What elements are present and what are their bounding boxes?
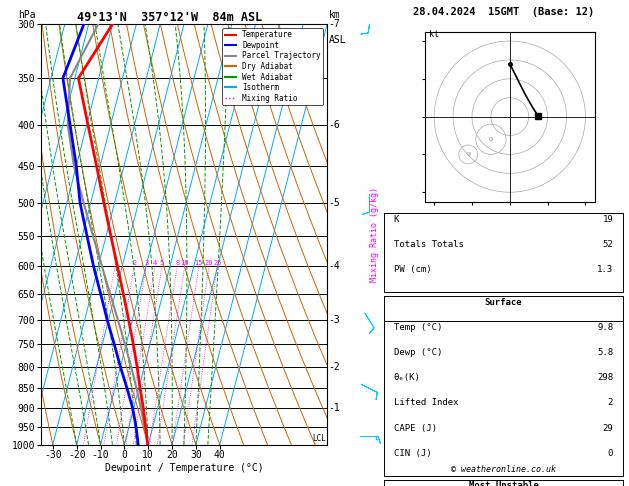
Text: -3: -3 bbox=[328, 315, 340, 325]
Text: Totals Totals: Totals Totals bbox=[394, 240, 464, 249]
Text: 19: 19 bbox=[603, 214, 613, 224]
Text: 3: 3 bbox=[144, 260, 148, 266]
Text: km: km bbox=[328, 10, 340, 20]
Text: 9.8: 9.8 bbox=[597, 323, 613, 332]
Text: 52: 52 bbox=[603, 240, 613, 249]
Text: 49°13'N  357°12'W  84m ASL: 49°13'N 357°12'W 84m ASL bbox=[77, 11, 262, 24]
Text: hPa: hPa bbox=[18, 10, 36, 20]
Text: θₑ(K): θₑ(K) bbox=[394, 373, 421, 382]
Text: © weatheronline.co.uk: © weatheronline.co.uk bbox=[451, 465, 556, 474]
Text: φ: φ bbox=[489, 136, 493, 142]
Text: -2: -2 bbox=[328, 362, 340, 372]
Text: kt: kt bbox=[428, 30, 438, 39]
Text: 5.8: 5.8 bbox=[597, 348, 613, 357]
Text: K: K bbox=[394, 214, 399, 224]
Legend: Temperature, Dewpoint, Parcel Trajectory, Dry Adiabat, Wet Adiabat, Isotherm, Mi: Temperature, Dewpoint, Parcel Trajectory… bbox=[223, 28, 323, 105]
Text: -1: -1 bbox=[328, 403, 340, 413]
Text: 29: 29 bbox=[603, 424, 613, 433]
X-axis label: Dewpoint / Temperature (°C): Dewpoint / Temperature (°C) bbox=[104, 463, 264, 473]
Text: 25: 25 bbox=[213, 260, 221, 266]
Text: Surface: Surface bbox=[485, 297, 522, 307]
Text: 2: 2 bbox=[132, 260, 136, 266]
Text: PW (cm): PW (cm) bbox=[394, 265, 431, 274]
Text: 2: 2 bbox=[608, 399, 613, 407]
Text: Dewp (°C): Dewp (°C) bbox=[394, 348, 442, 357]
Text: 5: 5 bbox=[160, 260, 164, 266]
Text: -4: -4 bbox=[328, 261, 340, 271]
Text: CIN (J): CIN (J) bbox=[394, 449, 431, 458]
Text: ASL: ASL bbox=[328, 35, 346, 45]
Text: CAPE (J): CAPE (J) bbox=[394, 424, 437, 433]
Text: ψ: ψ bbox=[466, 152, 470, 157]
Text: 15: 15 bbox=[194, 260, 203, 266]
Text: Most Unstable: Most Unstable bbox=[469, 482, 538, 486]
Text: -7: -7 bbox=[328, 19, 340, 29]
Text: 0: 0 bbox=[608, 449, 613, 458]
Text: 298: 298 bbox=[597, 373, 613, 382]
Text: 1: 1 bbox=[113, 260, 117, 266]
Text: 28.04.2024  15GMT  (Base: 12): 28.04.2024 15GMT (Base: 12) bbox=[413, 7, 594, 17]
Text: Lifted Index: Lifted Index bbox=[394, 399, 459, 407]
Text: Mixing Ratio (g/kg): Mixing Ratio (g/kg) bbox=[370, 187, 379, 282]
Text: 8: 8 bbox=[175, 260, 179, 266]
Text: 4: 4 bbox=[153, 260, 157, 266]
Text: Temp (°C): Temp (°C) bbox=[394, 323, 442, 332]
Text: 20: 20 bbox=[205, 260, 213, 266]
Text: -5: -5 bbox=[328, 198, 340, 208]
Text: 1.3: 1.3 bbox=[597, 265, 613, 274]
Text: LCL: LCL bbox=[313, 434, 326, 443]
Text: 10: 10 bbox=[181, 260, 189, 266]
Text: -6: -6 bbox=[328, 120, 340, 130]
